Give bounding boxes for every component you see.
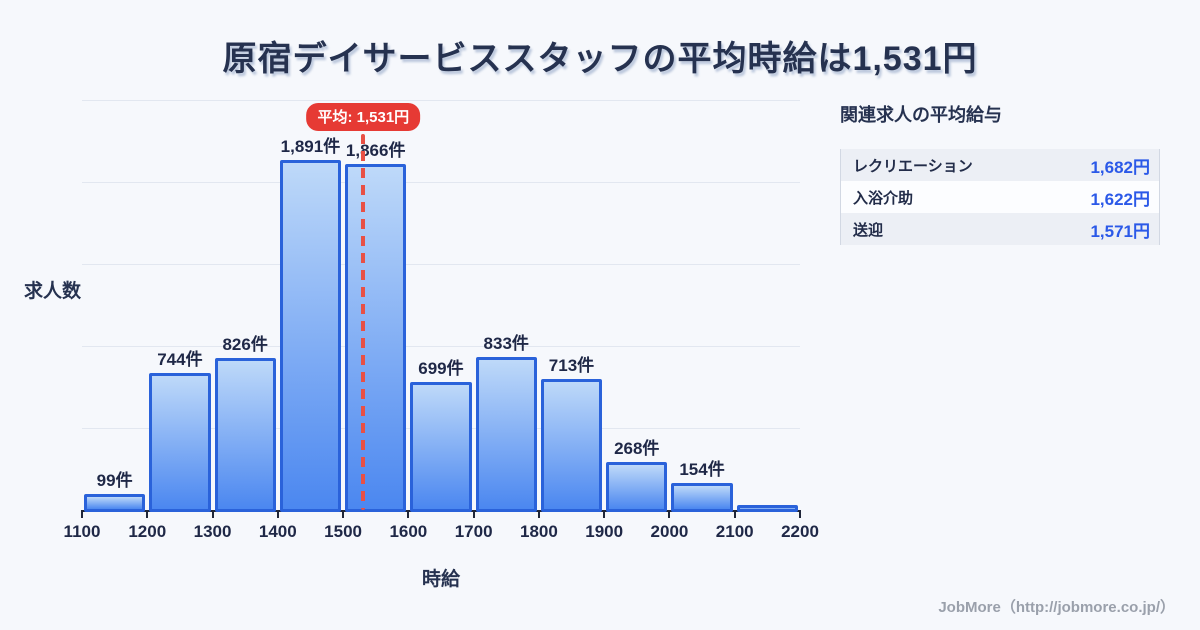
x-axis-tick-label: 1800 [519, 522, 558, 541]
histogram-bar [214, 358, 276, 512]
x-axis-tick-label: 1300 [193, 522, 232, 541]
histogram-bin-2100-2200 [735, 100, 800, 512]
histogram-bin-2000-2100: 154件 [669, 100, 734, 512]
plot-area: 99件 744件 826件 1,891件 1,866件 699件 833件 713件 268件 1… [64, 100, 819, 541]
related-job-label: レクリエーション [853, 157, 973, 175]
histogram-bars: 99件 744件 826件 1,891件 1,866件 699件 833件 713件 268件 1… [82, 100, 800, 512]
related-job-value: 1,682円 [1090, 157, 1150, 177]
histogram-bar [606, 462, 668, 512]
histogram-bin-1300-1400: 826件 [213, 100, 278, 512]
x-axis-tick-label: 1500 [324, 522, 362, 541]
histogram-bin-1500-1600: 1,866件 [343, 100, 408, 512]
histogram-bar [671, 483, 733, 512]
gridline [82, 264, 800, 265]
histogram-bin-1200-1300: 744件 [147, 100, 212, 512]
x-axis-tick [733, 510, 736, 518]
histogram-bar [345, 164, 407, 512]
x-axis-tick [472, 510, 475, 518]
x-axis-tick-label: 1600 [389, 522, 428, 541]
histogram-bar [475, 356, 537, 512]
bar-value-label: 99件 [96, 470, 133, 490]
x-axis-tick [146, 510, 149, 518]
page-title: 原宿デイサービススタッフの平均時給は1,531円 [222, 40, 978, 78]
histogram-bar [279, 159, 342, 512]
x-axis-tick [276, 510, 279, 518]
related-jobs-panel: 関連求人の平均給与 レクリエーション 1,682円入浴介助 1,622円送迎 1,57… [840, 101, 1160, 245]
x-axis-tick [342, 510, 345, 518]
histogram-bar [84, 493, 146, 512]
bar-value-label: 154件 [679, 460, 725, 480]
related-job-row: 入浴介助 1,622円 [841, 181, 1159, 213]
histogram-bin-1700-1800: 833件 [474, 100, 539, 512]
bar-value-label: 744件 [157, 350, 203, 370]
related-job-row: レクリエーション 1,682円 [841, 149, 1159, 181]
average-badge: 平均: 1,531円 [306, 103, 421, 131]
histogram-bin-1800-1900: 713件 [539, 100, 604, 512]
histogram-bar [736, 504, 798, 512]
related-jobs-table: レクリエーション 1,682円入浴介助 1,622円送迎 1,571円 [840, 149, 1160, 245]
bar-value-label: 826件 [222, 335, 268, 355]
x-axis-tick-label: 1200 [128, 522, 167, 541]
x-axis-tick [81, 510, 83, 518]
x-axis-tick [537, 510, 540, 518]
x-axis-tick-label: 2000 [650, 522, 689, 541]
bar-value-label: 833件 [483, 333, 529, 353]
bar-value-label: 1,866件 [345, 141, 406, 161]
bar-value-label: 268件 [614, 439, 660, 459]
histogram-bin-1600-1700: 699件 [408, 100, 473, 512]
histogram-bar [540, 379, 603, 512]
related-job-value: 1,571円 [1090, 221, 1150, 241]
histogram-bin-1900-2000: 268件 [604, 100, 669, 512]
related-job-label: 送迎 [853, 221, 884, 239]
related-job-label: 入浴介助 [853, 189, 914, 207]
related-job-row: 送迎 1,571円 [841, 213, 1159, 245]
x-axis-tick [668, 510, 671, 518]
x-axis-tick-label: 1700 [454, 522, 493, 541]
average-dashed-line [361, 134, 366, 510]
related-job-value: 1,622円 [1090, 189, 1150, 209]
histogram-bin-1100-1200: 99件 [82, 100, 147, 512]
gridline [82, 346, 800, 347]
bar-value-label: 699件 [418, 358, 464, 378]
x-axis-tick-label: 1400 [258, 522, 297, 541]
x-axis-tick-label: 1900 [585, 522, 624, 541]
gridline [82, 100, 800, 101]
bar-value-label: 1,891件 [280, 136, 341, 156]
footer-credit: JobMore（http://jobmore.co.jp/） [938, 599, 1175, 616]
x-axis-tick [407, 510, 410, 518]
x-axis-tick-label: 2200 [781, 522, 819, 541]
histogram-bin-1400-1500: 1,891件 [278, 100, 343, 512]
x-axis-tick [799, 510, 801, 518]
gridline [82, 182, 800, 183]
x-axis-tick [603, 510, 606, 518]
x-axis-tick [211, 510, 214, 518]
related-jobs-heading: 関連求人の平均給与 [840, 105, 1002, 125]
bar-value-label: 713件 [548, 356, 595, 376]
x-axis-tick-label: 1100 [63, 522, 101, 541]
x-axis-label: 時給 [421, 569, 460, 590]
y-axis-label: 求人数 [24, 281, 82, 302]
histogram-bar [149, 373, 211, 512]
histogram-bar [410, 381, 472, 512]
x-axis-tick-label: 2100 [715, 522, 754, 541]
